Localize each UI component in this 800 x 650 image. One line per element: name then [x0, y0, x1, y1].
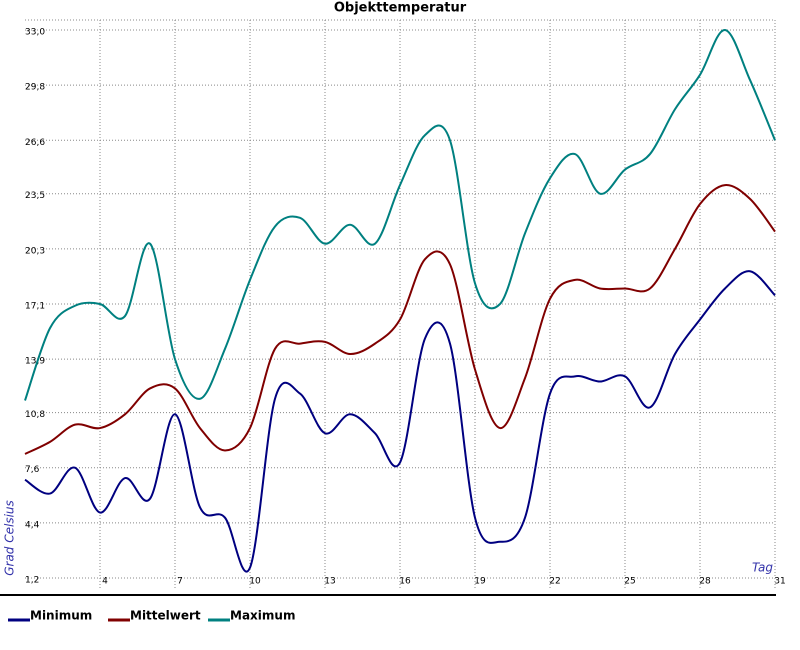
data-line: [24, 29, 776, 401]
y-tick-label: 10,8: [25, 410, 45, 420]
y-tick-label: 29,8: [25, 83, 45, 93]
data-line: [24, 184, 776, 455]
x-tick-label: 10: [249, 577, 261, 587]
x-tick-label: 4: [102, 577, 108, 587]
y-tick-label: 17,1: [25, 302, 45, 312]
x-tick-label: 13: [324, 577, 335, 587]
y-tick-label: 23,5: [25, 191, 45, 201]
legend-label: Minimum: [30, 609, 92, 623]
y-tick-label: 4,4: [25, 520, 40, 530]
y-tick-label: 33,0: [25, 28, 45, 38]
x-tick-label: 28: [699, 577, 711, 587]
chart-title: Objekttemperatur: [334, 1, 467, 16]
data-line: [24, 270, 776, 573]
x-tick-label: 31: [774, 577, 785, 587]
y-tick-label: 26,6: [25, 138, 45, 148]
x-tick-label: 7: [177, 577, 183, 587]
x-tick-label: 22: [549, 577, 560, 587]
y-tick-label: 7,6: [25, 465, 40, 475]
y-tick-label: 13,9: [25, 357, 45, 367]
x-tick-label: 25: [624, 577, 635, 587]
x-tick-label: 19: [474, 577, 486, 587]
x-axis-label: Tag: [752, 561, 773, 575]
y-axis-label: Grad Celsius: [3, 500, 17, 576]
x-tick-label: 16: [399, 577, 411, 587]
legend-label: Maximum: [230, 609, 295, 623]
y-tick-label: 1,2: [25, 576, 39, 586]
legend-label: Mittelwert: [130, 609, 201, 623]
y-tick-label: 20,3: [25, 246, 45, 256]
